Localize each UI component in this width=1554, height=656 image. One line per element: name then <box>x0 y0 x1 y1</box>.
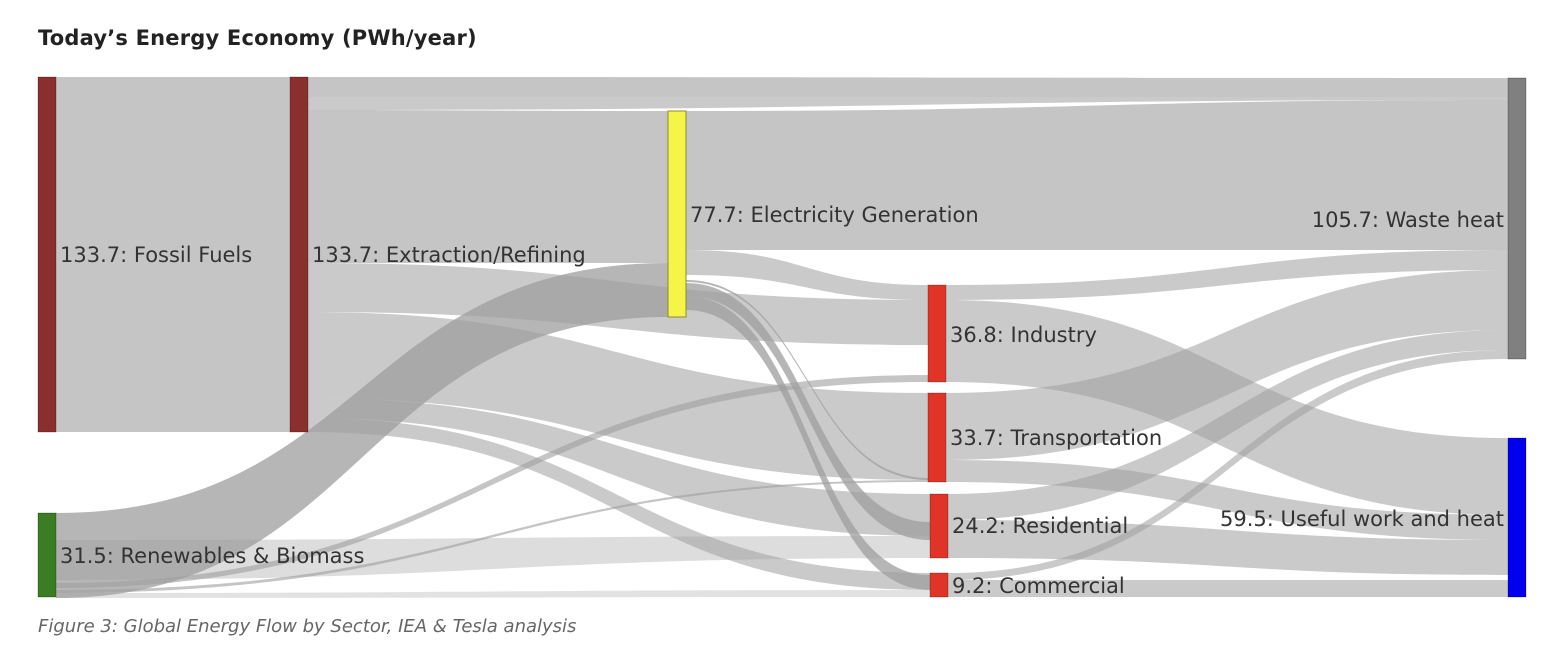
node-renew <box>37 512 57 598</box>
link-elec-to-industry <box>686 250 928 300</box>
node-residential <box>929 493 949 559</box>
node-transport <box>927 392 947 483</box>
link-extract-to-elec <box>308 110 668 263</box>
link-extract-to-residential <box>308 398 930 536</box>
link-extract-to-transport <box>308 312 928 480</box>
node-label-extract: 133.7: Extraction/Refining <box>312 243 586 267</box>
figure-caption: Figure 3: Global Energy Flow by Sector, … <box>38 616 577 637</box>
link-elec-to-transport <box>686 280 928 480</box>
sankey-nodes <box>37 76 1527 598</box>
sankey-links <box>56 77 1508 598</box>
link-commercial-to-waste <box>948 350 1508 580</box>
node-label-useful: 59.5: Useful work and heat <box>1220 507 1504 531</box>
sankey-labels: 133.7: Fossil Fuels 31.5: Renewables & Bi… <box>60 203 1504 598</box>
link-elec-to-residential <box>686 283 930 540</box>
link-elec-to-commercial <box>686 296 930 590</box>
node-waste <box>1507 77 1527 360</box>
node-label-elec: 77.7: Electricity Generation <box>690 203 979 227</box>
node-label-residential: 24.2: Residential <box>952 514 1128 538</box>
node-industry <box>927 284 947 383</box>
node-label-industry: 36.8: Industry <box>950 323 1097 347</box>
chart-title: Today’s Energy Economy (PWh/year) <box>38 26 477 50</box>
link-transport-to-waste <box>946 270 1508 460</box>
link-extract-to-industry <box>308 263 928 345</box>
link-extract-to-waste <box>308 77 1508 97</box>
link-commercial-to-useful <box>948 580 1508 597</box>
link-extract-to-waste <box>308 97 1508 110</box>
node-label-transport: 33.7: Transportation <box>950 426 1162 450</box>
node-label-fossil: 133.7: Fossil Fuels <box>60 243 252 267</box>
node-label-renew: 31.5: Renewables & Biomass <box>60 544 364 568</box>
link-industry-to-waste <box>946 250 1508 300</box>
link-fossil-to-extract <box>56 77 290 432</box>
node-label-commercial: 9.2: Commercial <box>952 574 1125 598</box>
link-extract-to-commercial <box>308 418 930 590</box>
link-renew-to-transport <box>56 480 928 593</box>
link-elec-to-waste <box>686 100 1508 250</box>
link-residential-to-useful <box>948 520 1508 575</box>
link-residential-to-waste <box>948 330 1508 520</box>
node-extract <box>289 76 309 433</box>
node-elec <box>667 110 687 318</box>
node-commercial <box>929 572 949 598</box>
link-renew-to-commercial <box>56 590 930 598</box>
node-label-waste: 105.7: Waste heat <box>1312 208 1504 232</box>
link-industry-to-useful <box>946 300 1508 515</box>
link-renew-to-industry <box>56 375 928 588</box>
node-useful <box>1507 437 1527 598</box>
node-fossil <box>37 76 57 433</box>
